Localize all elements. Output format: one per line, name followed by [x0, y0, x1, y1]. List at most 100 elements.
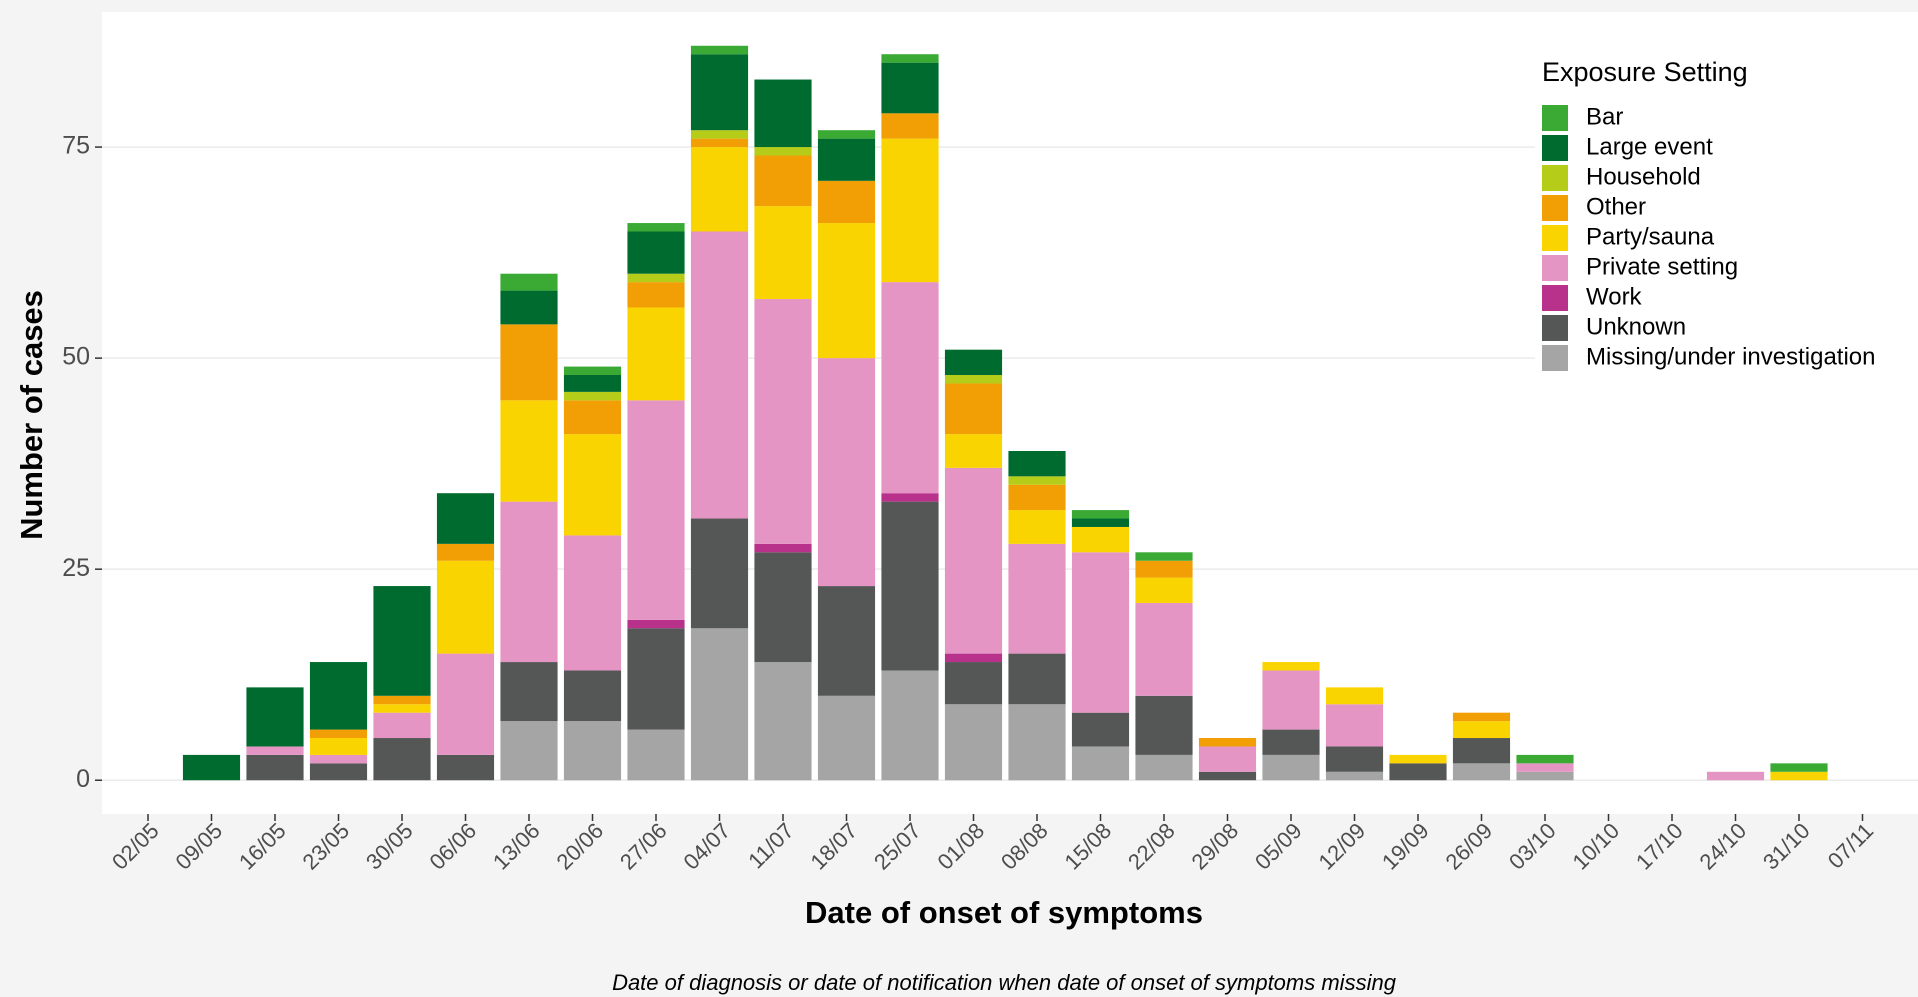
bar-segment: [1135, 560, 1193, 578]
bar-segment: [1198, 738, 1257, 747]
bar-segment: [944, 704, 1003, 781]
bar-segment: [373, 712, 431, 739]
bar-segment: [817, 130, 876, 139]
bar-segment: [500, 324, 558, 401]
bar-segment: [182, 754, 241, 781]
bar-segment: [881, 62, 939, 114]
y-axis-title: Number of cases: [14, 290, 49, 540]
bar-segment: [563, 375, 622, 392]
bar-segment: [1452, 721, 1511, 739]
bar-segment: [1008, 653, 1066, 705]
bar-segment: [309, 754, 368, 764]
legend: Exposure Setting Bar Large event Household…: [1535, 45, 1918, 380]
legend-swatch: [1542, 225, 1568, 251]
bar-segment: [1452, 738, 1511, 764]
legend-label: Work: [1586, 283, 1643, 310]
bar-segment: [627, 729, 685, 781]
legend-label: Bar: [1586, 103, 1623, 130]
bar-segment: [1071, 526, 1130, 553]
bar-segment: [754, 662, 812, 781]
bar-segment: [1135, 695, 1193, 755]
bar-segment: [1770, 763, 1828, 772]
bar-segment: [754, 79, 812, 148]
bar-segment: [817, 695, 876, 781]
bars: [182, 45, 1828, 781]
bar-segment: [1198, 771, 1257, 781]
legend-swatch: [1542, 105, 1568, 131]
legend-label: Large event: [1586, 133, 1713, 160]
bar-segment: [436, 543, 495, 561]
bar-segment: [500, 273, 558, 291]
bar-segment: [627, 231, 685, 274]
bar-segment: [1198, 746, 1257, 772]
bar-segment: [754, 552, 812, 663]
bar-segment: [500, 290, 558, 325]
bar-segment: [690, 45, 749, 55]
bar-segment: [627, 282, 685, 308]
y-tick-label: 50: [62, 343, 90, 371]
bar-segment: [627, 307, 685, 401]
bar-segment: [944, 349, 1003, 376]
bar-segment: [881, 493, 939, 502]
bar-segment: [881, 113, 939, 139]
bar-segment: [1135, 754, 1193, 781]
bar-segment: [1071, 712, 1130, 747]
bar-segment: [754, 147, 812, 156]
bar-segment: [881, 282, 939, 494]
bar-segment: [563, 670, 622, 722]
bar-segment: [627, 223, 685, 232]
bar-segment: [563, 434, 622, 536]
bar-segment: [500, 662, 558, 722]
bar-segment: [246, 687, 304, 747]
bar-segment: [1008, 484, 1066, 511]
bar-segment: [309, 662, 368, 730]
bar-segment: [881, 54, 939, 63]
bar-segment: [309, 738, 368, 755]
bar-segment: [373, 586, 431, 696]
legend-swatch: [1542, 135, 1568, 161]
bar-segment: [690, 130, 749, 139]
bar-segment: [690, 518, 749, 629]
legend-swatch: [1542, 285, 1568, 311]
bar-segment: [1325, 704, 1384, 747]
bar-segment: [754, 299, 812, 544]
bar-segment: [817, 180, 876, 224]
bar-segment: [1135, 577, 1193, 603]
y-tick-label: 0: [76, 765, 90, 793]
bar-segment: [627, 400, 685, 620]
bar-segment: [817, 138, 876, 181]
bar-segment: [246, 754, 304, 781]
bar-segment: [1516, 763, 1574, 772]
bar-segment: [1516, 771, 1574, 781]
legend-label: Household: [1586, 163, 1701, 190]
legend-label: Unknown: [1586, 313, 1686, 340]
bar-segment: [944, 662, 1003, 705]
x-axis-title: Date of onset of symptoms: [805, 895, 1203, 930]
bar-segment: [436, 754, 495, 781]
y-tick-label: 25: [62, 554, 90, 582]
bar-segment: [817, 223, 876, 359]
bar-segment: [690, 628, 749, 781]
bar-segment: [500, 721, 558, 781]
legend-title: Exposure Setting: [1542, 57, 1748, 87]
bar-segment: [1071, 552, 1130, 713]
bar-segment: [754, 543, 812, 553]
bar-segment: [1135, 602, 1193, 696]
bar-segment: [754, 155, 812, 207]
bar-segment: [1516, 754, 1574, 764]
legend-swatch: [1542, 345, 1568, 371]
bar-segment: [436, 653, 495, 755]
bar-segment: [944, 383, 1003, 435]
bar-segment: [1389, 754, 1447, 764]
bar-segment: [563, 535, 622, 671]
bar-segment: [690, 54, 749, 131]
bar-segment: [1770, 771, 1828, 781]
bar-segment: [373, 738, 431, 781]
bar-segment: [944, 434, 1003, 468]
bar-segment: [309, 729, 368, 739]
bar-segment: [881, 670, 939, 781]
legend-swatch: [1542, 255, 1568, 281]
bar-segment: [436, 560, 495, 654]
bar-segment: [1071, 518, 1130, 527]
